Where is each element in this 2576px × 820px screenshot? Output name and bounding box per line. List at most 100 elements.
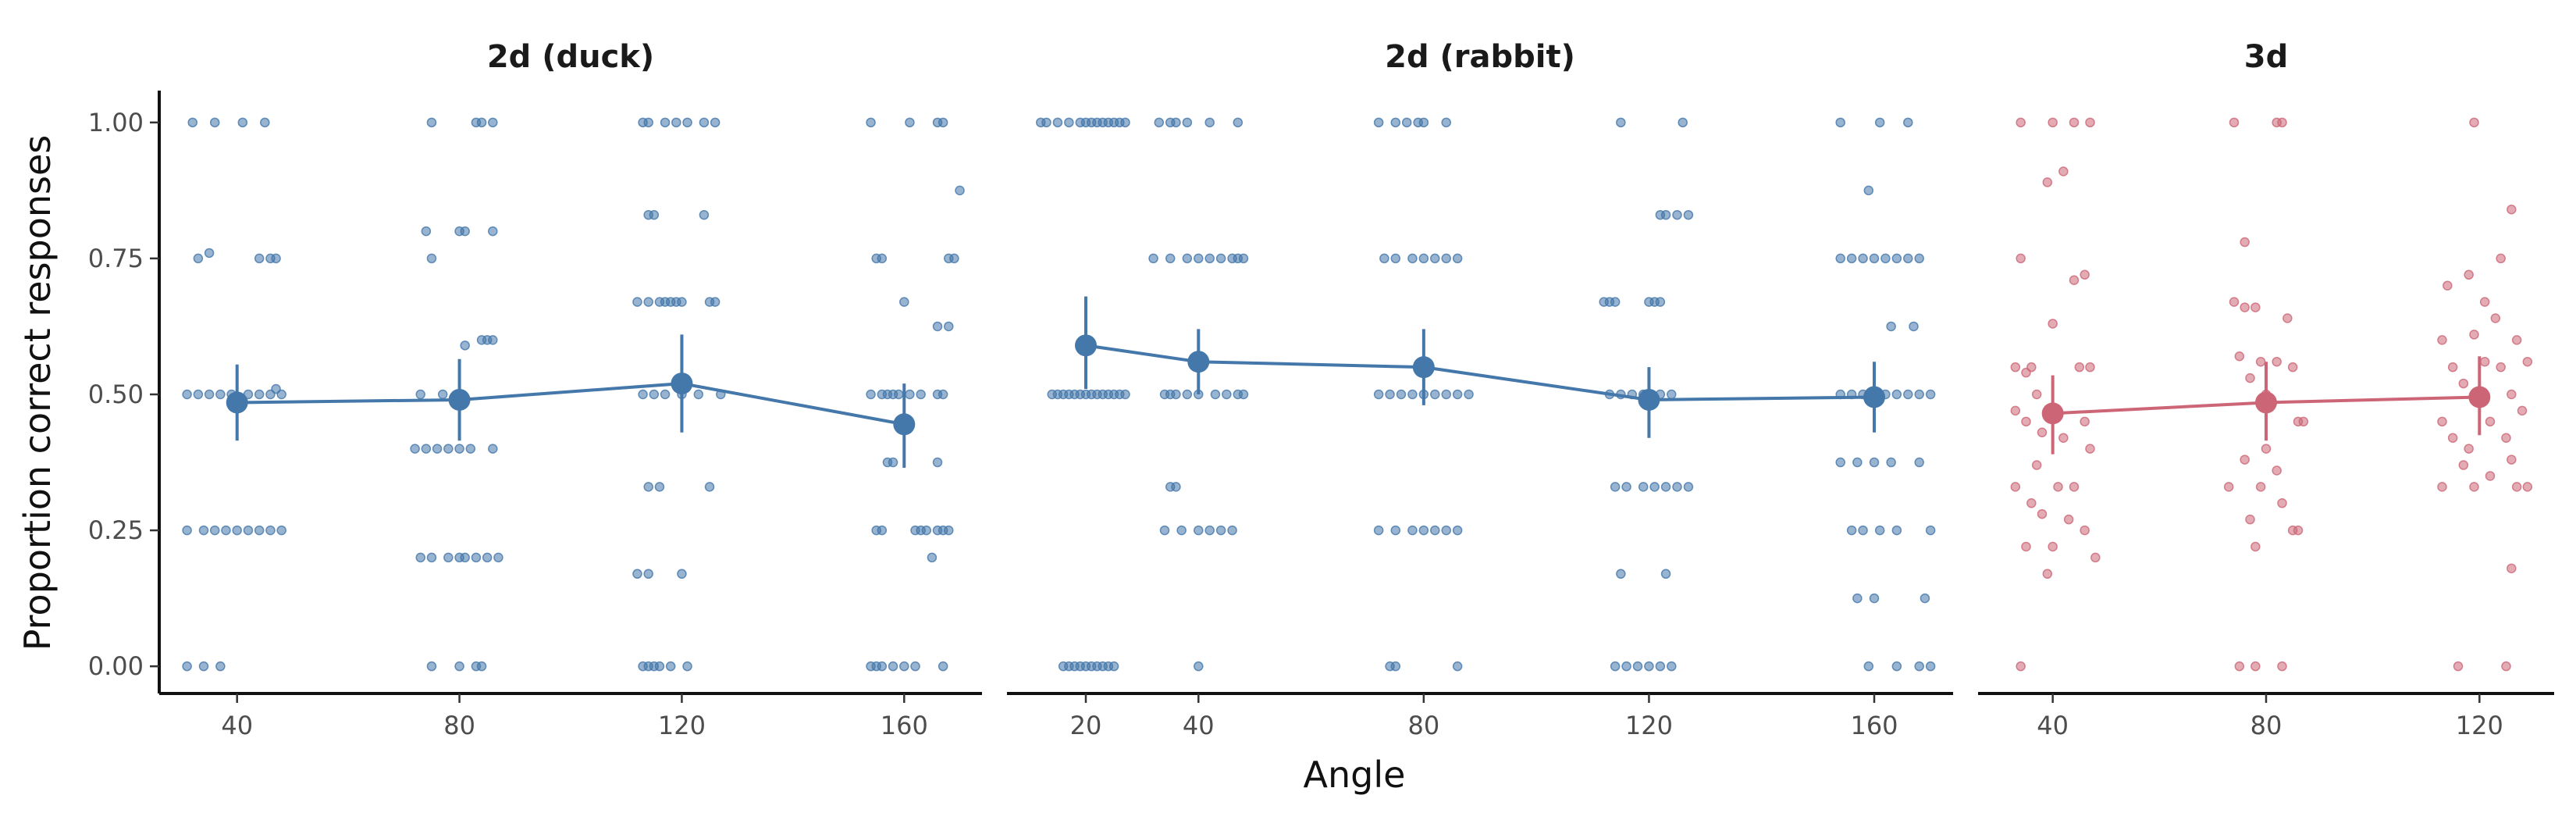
data-point <box>888 457 898 468</box>
data-point <box>2496 362 2506 373</box>
data-point <box>2080 525 2090 536</box>
data-point <box>1903 117 1913 128</box>
data-point <box>221 525 231 536</box>
data-point <box>1396 389 1407 400</box>
data-point <box>682 661 692 672</box>
data-point <box>2085 117 2095 128</box>
data-point <box>1238 389 1249 400</box>
data-point <box>1452 661 1463 672</box>
y-tick-label: 0.50 <box>88 380 144 409</box>
data-point <box>476 117 487 128</box>
data-point <box>2063 514 2074 525</box>
data-point <box>2042 177 2053 187</box>
y-tick-label: 0.00 <box>88 651 144 681</box>
data-point <box>2517 405 2528 416</box>
data-point <box>1041 117 1051 128</box>
data-point <box>1869 593 1880 604</box>
data-point <box>2037 508 2048 519</box>
panel-3: 3d 40 80 120 <box>1978 39 2554 740</box>
data-point <box>1846 253 1857 264</box>
data-point <box>2031 460 2042 470</box>
data-point <box>1610 297 1621 307</box>
data-point <box>643 117 653 128</box>
data-point <box>2058 166 2069 176</box>
data-point <box>1891 661 1902 672</box>
data-point <box>415 552 425 563</box>
panel-title: 2d (rabbit) <box>1385 39 1575 75</box>
data-point <box>454 661 464 672</box>
data-point <box>2223 482 2234 492</box>
data-point <box>1863 185 1874 196</box>
data-point <box>2085 362 2095 373</box>
data-point <box>1660 209 1671 220</box>
data-point <box>1925 661 1936 672</box>
data-point <box>1869 253 1880 264</box>
data-point <box>1165 253 1176 264</box>
data-point <box>415 389 425 400</box>
mean-point <box>2468 386 2491 408</box>
data-point <box>2053 482 2063 492</box>
data-point <box>2464 269 2474 280</box>
data-point <box>1452 389 1463 400</box>
data-point <box>437 389 448 400</box>
data-point <box>488 335 498 345</box>
data-point <box>2090 552 2101 563</box>
data-point <box>2507 389 2517 400</box>
data-point <box>1874 525 1885 536</box>
data-point <box>1667 389 1677 400</box>
data-point <box>1373 525 1384 536</box>
data-point <box>182 389 192 400</box>
data-point <box>1852 457 1863 468</box>
mean-point <box>893 413 916 436</box>
data-point <box>1401 117 1412 128</box>
data-point <box>1373 117 1384 128</box>
data-point <box>1171 482 1181 492</box>
data-point <box>944 321 954 332</box>
data-point <box>243 525 254 536</box>
data-point <box>905 389 915 400</box>
data-point <box>910 661 920 672</box>
data-point <box>927 552 938 563</box>
data-point <box>254 253 265 264</box>
data-point <box>1891 253 1902 264</box>
data-point <box>932 321 943 332</box>
data-point <box>1835 117 1845 128</box>
data-point <box>1914 457 1924 468</box>
data-point <box>198 525 209 536</box>
data-point <box>1204 525 1215 536</box>
data-point <box>877 525 888 536</box>
data-point <box>2261 444 2272 454</box>
data-point <box>1452 525 1463 536</box>
data-point <box>1903 389 1913 400</box>
data-point <box>215 389 226 400</box>
data-point <box>877 661 888 672</box>
data-point <box>1920 593 1930 604</box>
data-point <box>1925 389 1936 400</box>
data-point <box>1407 525 1418 536</box>
x-axis-label: Angle <box>1304 754 1406 796</box>
panels: 2d (duck)40 80 120 1600.000.250.500.751.002… <box>88 39 2554 740</box>
data-point <box>949 253 959 264</box>
data-point <box>1464 389 1474 400</box>
data-point <box>2048 319 2058 329</box>
data-point <box>1880 253 1891 264</box>
data-point <box>654 661 665 672</box>
data-point <box>2485 416 2496 427</box>
data-point <box>2031 389 2042 400</box>
data-point <box>2080 416 2090 427</box>
data-point <box>1610 661 1621 672</box>
data-point <box>905 117 915 128</box>
data-point <box>1418 525 1429 536</box>
data-point <box>1655 661 1666 672</box>
data-point <box>488 444 498 454</box>
data-point <box>710 117 720 128</box>
data-point <box>704 482 715 492</box>
data-point <box>1835 253 1845 264</box>
data-point <box>193 253 204 264</box>
data-point <box>654 482 665 492</box>
data-point <box>1610 482 1621 492</box>
data-point <box>2229 297 2240 307</box>
data-point <box>426 552 437 563</box>
data-point <box>1660 569 1671 579</box>
data-point <box>1835 457 1845 468</box>
